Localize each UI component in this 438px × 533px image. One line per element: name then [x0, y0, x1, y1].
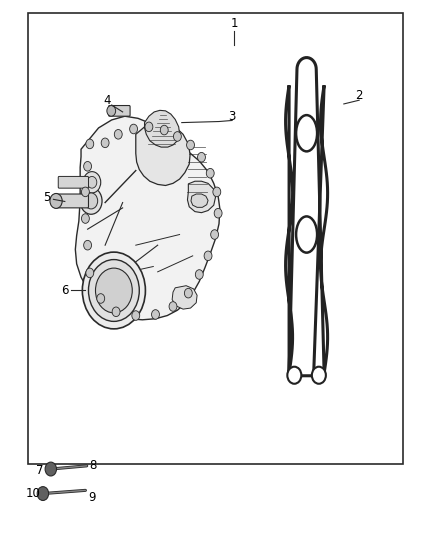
Circle shape — [187, 140, 194, 150]
Text: 4: 4 — [103, 94, 111, 107]
Text: 5: 5 — [44, 191, 51, 204]
Circle shape — [112, 307, 120, 317]
Polygon shape — [187, 181, 215, 213]
Circle shape — [95, 268, 132, 313]
Circle shape — [160, 125, 168, 135]
FancyBboxPatch shape — [109, 106, 130, 116]
Polygon shape — [75, 116, 220, 320]
Polygon shape — [145, 110, 180, 147]
Text: 8: 8 — [89, 459, 96, 472]
Circle shape — [114, 130, 122, 139]
FancyBboxPatch shape — [55, 194, 88, 208]
Polygon shape — [191, 194, 208, 207]
Text: 10: 10 — [25, 487, 40, 499]
Circle shape — [50, 193, 62, 208]
Circle shape — [88, 260, 139, 321]
Circle shape — [206, 168, 214, 178]
Circle shape — [84, 161, 92, 171]
Circle shape — [145, 122, 153, 132]
Circle shape — [198, 152, 205, 162]
Circle shape — [81, 214, 89, 223]
Text: 9: 9 — [88, 491, 96, 504]
Circle shape — [214, 208, 222, 218]
Circle shape — [85, 193, 98, 209]
Circle shape — [130, 124, 138, 134]
Circle shape — [195, 270, 203, 279]
Circle shape — [80, 188, 102, 214]
Ellipse shape — [296, 115, 317, 151]
Circle shape — [184, 288, 192, 298]
Circle shape — [82, 252, 145, 329]
Circle shape — [173, 132, 181, 141]
Circle shape — [211, 230, 219, 239]
Circle shape — [87, 176, 97, 188]
Text: 2: 2 — [355, 90, 363, 102]
Text: 6: 6 — [61, 284, 69, 297]
Circle shape — [152, 310, 159, 319]
Circle shape — [213, 187, 221, 197]
Polygon shape — [136, 122, 190, 185]
Circle shape — [84, 240, 92, 250]
FancyBboxPatch shape — [58, 176, 88, 188]
Circle shape — [312, 367, 326, 384]
Circle shape — [101, 138, 109, 148]
Circle shape — [86, 139, 94, 149]
Circle shape — [107, 106, 116, 116]
Circle shape — [287, 367, 301, 384]
Circle shape — [132, 311, 140, 320]
Ellipse shape — [296, 216, 317, 253]
Circle shape — [97, 294, 105, 303]
Circle shape — [37, 487, 49, 500]
Circle shape — [83, 172, 101, 193]
Circle shape — [45, 462, 57, 476]
Text: 7: 7 — [35, 464, 43, 477]
Circle shape — [81, 187, 89, 197]
Circle shape — [169, 302, 177, 311]
Polygon shape — [172, 286, 197, 309]
Bar — [28, 13, 403, 464]
Circle shape — [86, 268, 94, 278]
Text: 3: 3 — [229, 110, 236, 123]
Text: 1: 1 — [230, 18, 238, 30]
Circle shape — [204, 251, 212, 261]
